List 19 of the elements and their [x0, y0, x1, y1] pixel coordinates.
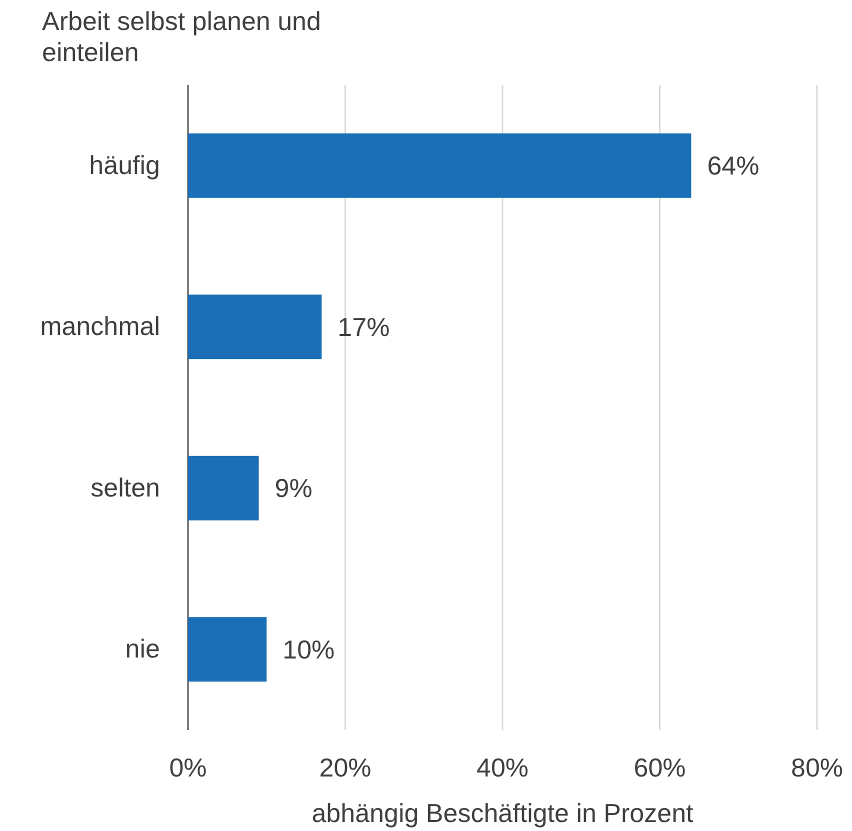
- data-label: 17%: [338, 312, 390, 342]
- y-tick-label: manchmal: [40, 311, 160, 342]
- x-tick-label: 80%: [790, 752, 844, 782]
- chart-title: Arbeit selbst planen und einteilen: [42, 6, 321, 68]
- y-tick-label: häufig: [89, 150, 160, 180]
- x-axis-title: abhängig Beschäftigte in Prozent: [312, 798, 694, 828]
- x-tick-label: 60%: [634, 752, 686, 782]
- x-tick-label: 20%: [319, 752, 372, 782]
- y-tick-label: nie: [125, 634, 160, 664]
- data-label: 9%: [274, 473, 312, 504]
- bar: [188, 617, 267, 682]
- bar: [188, 456, 259, 520]
- bar: [188, 294, 322, 360]
- data-label: 10%: [282, 634, 335, 664]
- bar: [188, 133, 692, 198]
- data-label: 64%: [707, 150, 760, 181]
- x-tick-label: 40%: [476, 752, 529, 782]
- y-tick-label: selten: [90, 472, 160, 502]
- x-tick-label: 0%: [169, 752, 207, 782]
